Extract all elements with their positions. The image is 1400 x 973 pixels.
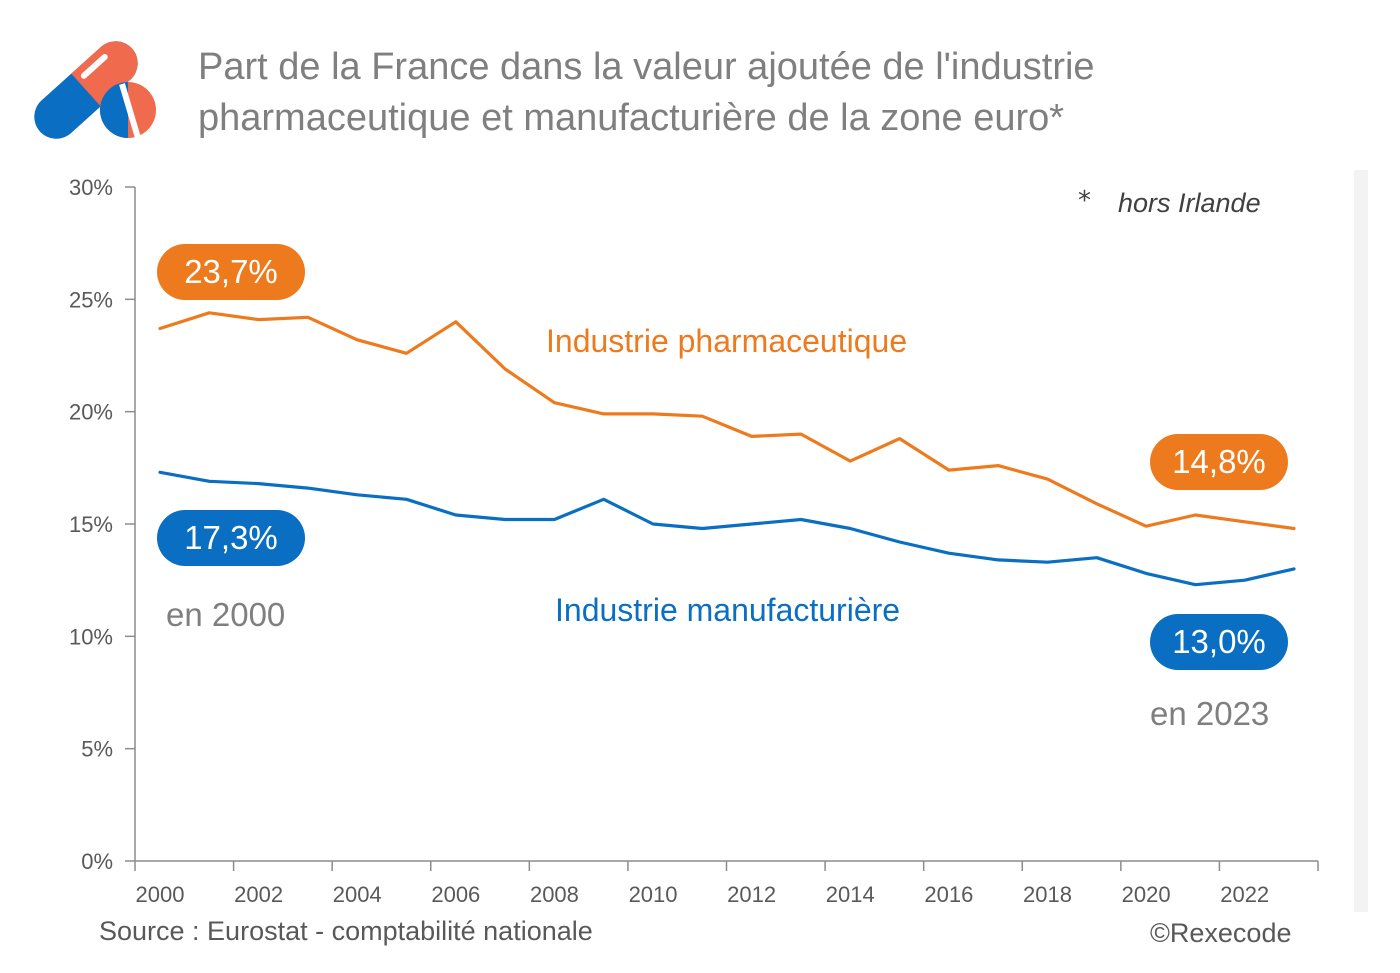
series-line-manuf bbox=[158, 470, 1296, 587]
x-tick-label: 2014 bbox=[826, 882, 875, 907]
badge-manuf-start bbox=[157, 510, 305, 566]
right-scroll-edge bbox=[1354, 170, 1368, 912]
chart-series bbox=[158, 311, 1296, 587]
badge-manuf-end bbox=[1150, 614, 1288, 670]
x-tick-label: 2006 bbox=[431, 882, 480, 907]
y-tick-label: 10% bbox=[69, 624, 113, 649]
x-tick-label: 2016 bbox=[924, 882, 973, 907]
x-tick-label: 2010 bbox=[629, 882, 678, 907]
note-text: hors Irlande bbox=[1118, 188, 1261, 218]
y-tick-label: 20% bbox=[69, 400, 113, 425]
pill-logo-icon bbox=[34, 41, 156, 139]
y-tick-label: 5% bbox=[81, 737, 113, 762]
badge-manuf-end-label: 13,0% bbox=[1172, 623, 1266, 660]
x-tick-label: 2004 bbox=[333, 882, 382, 907]
x-tick-label: 2000 bbox=[136, 882, 185, 907]
y-tick-label: 30% bbox=[69, 175, 113, 200]
source-note: Source : Eurostat - comptabilité nationa… bbox=[99, 916, 593, 946]
badge-manuf-start-label: 17,3% bbox=[184, 519, 278, 556]
badge-pharma-end bbox=[1150, 434, 1288, 490]
x-tick-label: 2022 bbox=[1220, 882, 1269, 907]
end-year-label: en 2023 bbox=[1150, 695, 1269, 732]
y-tick-label: 15% bbox=[69, 512, 113, 537]
badge-pharma-end-label: 14,8% bbox=[1172, 443, 1266, 480]
title-line-2: pharmaceutique et manufacturière de la z… bbox=[198, 97, 1065, 139]
x-tick-label: 2002 bbox=[234, 882, 283, 907]
title-line-1: Part de la France dans la valeur ajoutée… bbox=[198, 46, 1095, 88]
note-star: * bbox=[1078, 186, 1091, 216]
x-tick-label: 2008 bbox=[530, 882, 579, 907]
chart-title: Part de la France dans la valeur ajoutée… bbox=[198, 42, 1348, 144]
copyright-note: ©Rexecode bbox=[1150, 918, 1292, 948]
y-tick-label: 0% bbox=[81, 849, 113, 874]
chart-annotations: * hors Irlande Industrie pharmaceutique … bbox=[157, 186, 1288, 732]
start-year-label: en 2000 bbox=[166, 596, 285, 633]
series-label-manuf: Industrie manufacturière bbox=[555, 592, 900, 628]
series-line-pharma bbox=[158, 311, 1296, 531]
badge-pharma-start-label: 23,7% bbox=[184, 253, 278, 290]
x-tick-label: 2018 bbox=[1023, 882, 1072, 907]
chart-axes: 0% 5% 10% 15% 20% 25% 30% 2000 2002 2004 2006 2008 2… bbox=[69, 175, 1319, 907]
badge-pharma-start bbox=[157, 244, 305, 300]
x-tick-label: 2012 bbox=[727, 882, 776, 907]
series-label-pharma: Industrie pharmaceutique bbox=[546, 323, 907, 359]
x-tick-label: 2020 bbox=[1122, 882, 1171, 907]
y-tick-label: 25% bbox=[69, 287, 113, 312]
